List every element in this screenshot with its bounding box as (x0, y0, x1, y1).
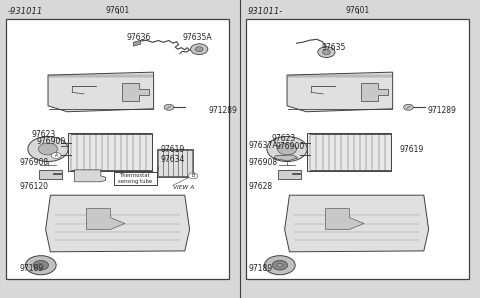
Circle shape (38, 263, 44, 267)
Text: 97601: 97601 (346, 6, 370, 15)
Polygon shape (287, 72, 393, 112)
Circle shape (404, 104, 413, 110)
Text: 971289: 971289 (209, 106, 238, 115)
Polygon shape (325, 209, 364, 229)
Bar (307, 134, 391, 170)
Text: 97619: 97619 (160, 145, 185, 153)
FancyBboxPatch shape (114, 172, 157, 185)
Text: Thermostat
sensing tube: Thermostat sensing tube (118, 173, 153, 184)
Bar (157, 149, 193, 177)
Polygon shape (361, 83, 388, 101)
Bar (6, 18, 229, 280)
Circle shape (323, 50, 330, 55)
Text: 97636: 97636 (127, 33, 151, 42)
Circle shape (51, 153, 61, 159)
Circle shape (33, 260, 48, 270)
Circle shape (318, 47, 335, 58)
Circle shape (38, 143, 58, 155)
Circle shape (277, 143, 297, 155)
Circle shape (191, 44, 208, 55)
Polygon shape (39, 170, 62, 179)
Text: 97601: 97601 (106, 6, 130, 15)
Text: 97623: 97623 (271, 134, 296, 143)
Polygon shape (285, 195, 429, 252)
Text: A: A (54, 153, 58, 158)
Circle shape (277, 263, 283, 267)
Text: 97637A: 97637A (249, 141, 278, 150)
Polygon shape (274, 155, 298, 161)
Circle shape (28, 136, 68, 162)
Polygon shape (48, 72, 154, 112)
Text: 97619: 97619 (399, 145, 423, 153)
Circle shape (25, 256, 56, 275)
Polygon shape (46, 195, 190, 252)
Text: 976900: 976900 (276, 142, 305, 150)
Text: 97634: 97634 (160, 155, 185, 164)
Text: -931011: -931011 (7, 7, 42, 16)
Text: 931011-: 931011- (247, 7, 282, 16)
Circle shape (272, 260, 288, 270)
Circle shape (164, 104, 174, 110)
Bar (69, 134, 153, 170)
Circle shape (264, 256, 295, 275)
Circle shape (188, 173, 198, 179)
Text: 97623: 97623 (31, 130, 56, 139)
Text: 976120: 976120 (19, 182, 48, 191)
Text: 97635A: 97635A (182, 33, 212, 42)
Text: B: B (191, 173, 195, 178)
Circle shape (267, 136, 307, 162)
Polygon shape (122, 83, 149, 101)
Polygon shape (74, 170, 106, 182)
Text: 97189: 97189 (249, 264, 273, 273)
Polygon shape (86, 209, 125, 229)
Polygon shape (278, 170, 301, 179)
Polygon shape (133, 40, 141, 46)
Text: 976908: 976908 (19, 158, 48, 167)
Text: 97635: 97635 (322, 43, 346, 52)
Circle shape (195, 47, 203, 52)
Bar (246, 18, 469, 280)
Text: 976908: 976908 (249, 158, 278, 167)
Text: VIEW A: VIEW A (173, 185, 194, 190)
Text: 971289: 971289 (427, 106, 456, 115)
Text: 97189: 97189 (19, 264, 43, 273)
Text: 976900: 976900 (36, 137, 66, 146)
Text: 97628: 97628 (249, 182, 273, 191)
